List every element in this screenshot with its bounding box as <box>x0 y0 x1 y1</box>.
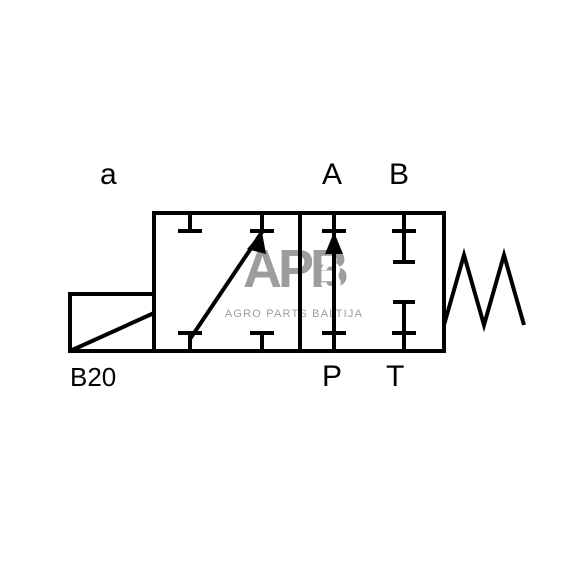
arrow-vert-head <box>325 232 343 254</box>
actuator-left <box>70 294 154 351</box>
label-A: A <box>322 160 342 190</box>
label-a: a <box>100 160 117 190</box>
actuator-left-diag <box>70 313 154 351</box>
label-P: P <box>322 362 342 392</box>
label-B: B <box>389 160 409 190</box>
label-B20: B20 <box>70 364 116 390</box>
spring-right <box>444 255 524 325</box>
label-T: T <box>386 362 404 392</box>
